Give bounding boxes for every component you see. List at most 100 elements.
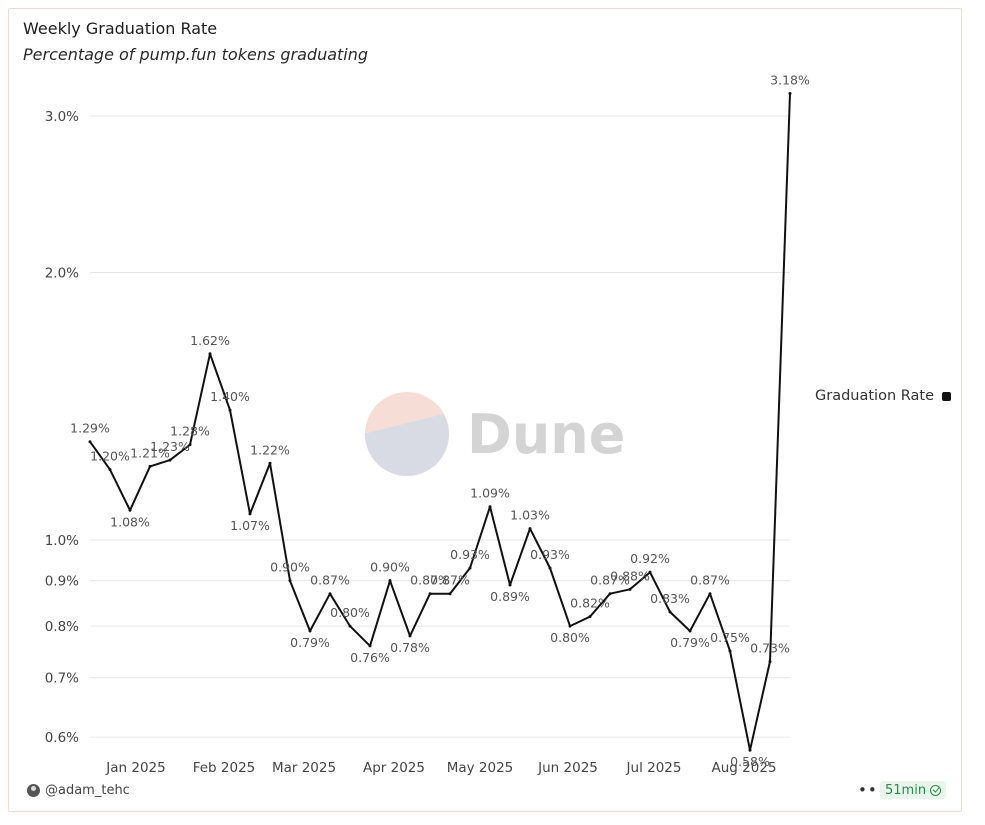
data-label: 1.28% — [170, 424, 210, 439]
data-point[interactable] — [768, 659, 772, 663]
chart-subtitle: Percentage of pump.fun tokens graduating — [23, 45, 369, 64]
data-label: 0.58% — [730, 754, 770, 769]
data-label: 0.93% — [530, 547, 570, 562]
data-label: 0.87% — [690, 573, 730, 588]
data-point[interactable] — [148, 464, 152, 468]
chart-title: Weekly Graduation Rate — [23, 19, 218, 38]
data-point[interactable] — [668, 610, 672, 614]
x-tick-label: Apr 2025 — [363, 760, 425, 776]
x-tick-label: Jul 2025 — [626, 760, 682, 776]
data-point[interactable] — [268, 461, 272, 465]
data-point[interactable] — [428, 592, 432, 596]
data-point[interactable] — [88, 440, 92, 444]
y-tick-label: 1.0% — [45, 533, 79, 549]
data-label: 1.03% — [510, 508, 550, 523]
data-point[interactable] — [208, 352, 212, 356]
avatar — [27, 784, 40, 797]
legend-label: Graduation Rate — [815, 388, 934, 404]
watermark-text: Dune — [467, 402, 626, 466]
refresh-time: 51min — [885, 782, 927, 798]
y-tick-label: 0.9% — [45, 574, 79, 590]
data-point[interactable] — [528, 527, 532, 531]
data-point[interactable] — [628, 587, 632, 591]
refresh-status-badge[interactable]: 51min — [880, 781, 947, 799]
data-label: 0.79% — [290, 635, 330, 650]
data-point[interactable] — [788, 92, 792, 96]
data-point[interactable] — [748, 748, 752, 752]
x-tick-label: Mar 2025 — [272, 760, 336, 776]
data-point[interactable] — [108, 468, 112, 472]
data-point[interactable] — [508, 583, 512, 587]
data-label: 0.78% — [390, 640, 430, 655]
data-label: 0.92% — [630, 551, 670, 566]
author-handle: @adam_tehc — [45, 783, 130, 798]
data-label: 0.80% — [330, 605, 370, 620]
data-point[interactable] — [368, 644, 372, 648]
data-label: 1.20% — [90, 449, 130, 464]
x-tick-label: Aug 2025 — [711, 760, 776, 776]
data-point[interactable] — [288, 579, 292, 583]
data-point[interactable] — [568, 624, 572, 628]
author[interactable]: @adam_tehc — [27, 783, 130, 798]
data-label: 1.23% — [150, 439, 190, 454]
x-tick-label: Jan 2025 — [105, 760, 165, 776]
y-tick-label: 0.8% — [45, 619, 79, 635]
data-point[interactable] — [588, 615, 592, 619]
data-label: 1.40% — [210, 389, 250, 404]
data-label: 1.62% — [190, 333, 230, 348]
legend[interactable]: Graduation Rate — [815, 388, 951, 404]
data-label: 0.73% — [750, 640, 790, 655]
data-point[interactable] — [348, 624, 352, 628]
data-label: 1.08% — [110, 514, 150, 529]
data-point[interactable] — [708, 592, 712, 596]
data-point[interactable] — [308, 629, 312, 633]
data-point[interactable] — [168, 458, 172, 462]
data-point[interactable] — [448, 592, 452, 596]
data-point[interactable] — [128, 508, 132, 512]
data-label: 3.18% — [770, 73, 810, 88]
x-tick-label: Jun 2025 — [537, 760, 598, 776]
data-point[interactable] — [228, 408, 232, 412]
data-label: 0.83% — [650, 591, 690, 606]
data-label: 0.90% — [270, 560, 310, 575]
data-label: 0.87% — [430, 573, 470, 588]
data-point[interactable] — [468, 566, 472, 570]
x-tick-label: May 2025 — [447, 760, 514, 776]
data-label: 1.09% — [470, 486, 510, 501]
data-label: 0.76% — [350, 650, 390, 665]
data-point[interactable] — [728, 649, 732, 653]
y-tick-label: 2.0% — [45, 265, 79, 281]
data-label: 0.88% — [610, 568, 650, 583]
y-axis: 0.6% 0.7% 0.8% 0.9% 1.0% 2.0% 3.0% — [45, 109, 79, 746]
data-point[interactable] — [408, 634, 412, 638]
more-options-button[interactable]: ••• — [858, 781, 888, 799]
data-label: 0.87% — [590, 573, 630, 588]
data-label: 1.07% — [230, 518, 270, 533]
data-label: 0.93% — [450, 547, 490, 562]
y-tick-label: 0.7% — [45, 671, 79, 687]
data-point[interactable] — [248, 512, 252, 516]
data-point[interactable] — [648, 570, 652, 574]
check-circle-icon — [930, 784, 942, 796]
data-point[interactable] — [488, 505, 492, 509]
series-line-graduation-rate — [89, 93, 791, 752]
data-label: 0.82% — [570, 596, 610, 611]
data-label: 0.90% — [370, 560, 410, 575]
data-label: 0.75% — [710, 630, 750, 645]
data-point[interactable] — [328, 592, 332, 596]
data-point[interactable] — [548, 566, 552, 570]
data-labels: 1.29% 1.20% 1.08% 1.21%1.23%1.28% 1.62% 1.40%… — [70, 73, 810, 770]
data-label: 1.22% — [250, 442, 290, 457]
data-label: 0.80% — [550, 630, 590, 645]
data-point[interactable] — [388, 579, 392, 583]
data-label: 0.87% — [310, 573, 350, 588]
data-point[interactable] — [608, 592, 612, 596]
dune-logo-icon — [365, 392, 449, 476]
y-tick-label: 3.0% — [45, 109, 79, 125]
data-point[interactable] — [688, 629, 692, 633]
grid-lines — [90, 115, 790, 738]
legend-swatch-icon — [942, 391, 951, 401]
data-point[interactable] — [188, 443, 192, 447]
data-label: 0.87% — [410, 573, 450, 588]
